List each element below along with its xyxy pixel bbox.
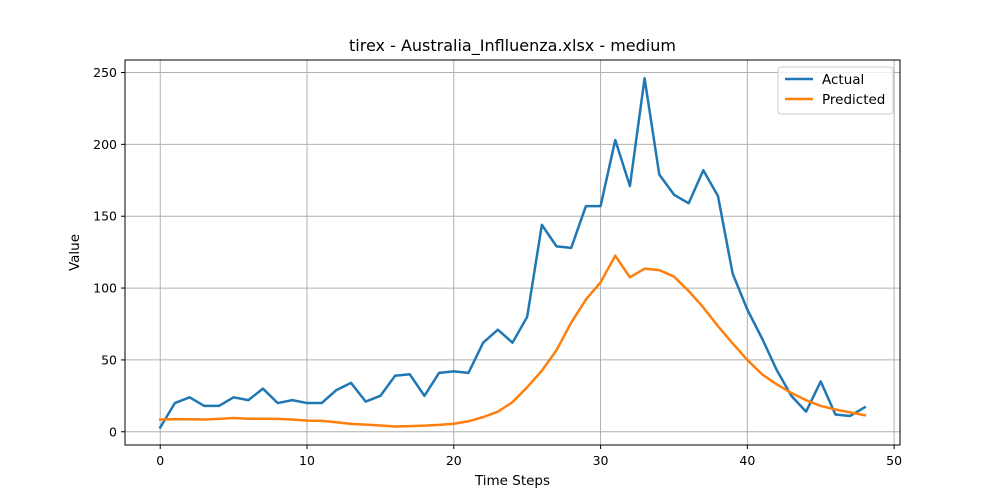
y-tick-label: 0 bbox=[109, 424, 117, 439]
grid bbox=[125, 60, 900, 445]
legend-label-predicted: Predicted bbox=[822, 92, 885, 108]
legend: Actual Predicted bbox=[777, 66, 894, 115]
x-tick-label: 50 bbox=[886, 453, 902, 468]
series-lines bbox=[158, 77, 867, 430]
y-tick-label: 50 bbox=[101, 352, 117, 367]
y-tick-label: 100 bbox=[93, 281, 117, 296]
x-tick-label: 10 bbox=[299, 453, 315, 468]
axis-ticks: 0 10 20 30 40 50 0 50 100 150 200 250 bbox=[93, 65, 902, 468]
series-line-actual bbox=[158, 77, 867, 430]
chart-title: tirex - Australia_Inflluenza.xlsx - medi… bbox=[349, 36, 676, 56]
x-tick-label: 40 bbox=[739, 453, 755, 468]
plot-frame bbox=[124, 59, 901, 446]
legend-label-actual: Actual bbox=[822, 72, 864, 88]
y-tick-label: 150 bbox=[93, 209, 117, 224]
y-tick-label: 200 bbox=[93, 137, 117, 152]
x-axis-label: Time Steps bbox=[474, 473, 550, 489]
y-axis-label: Value bbox=[67, 234, 83, 271]
y-tick-label: 250 bbox=[93, 65, 117, 80]
x-tick-label: 20 bbox=[446, 453, 462, 468]
x-tick-label: 30 bbox=[593, 453, 609, 468]
x-tick-label: 0 bbox=[156, 453, 164, 468]
series-line-predicted bbox=[158, 254, 867, 428]
